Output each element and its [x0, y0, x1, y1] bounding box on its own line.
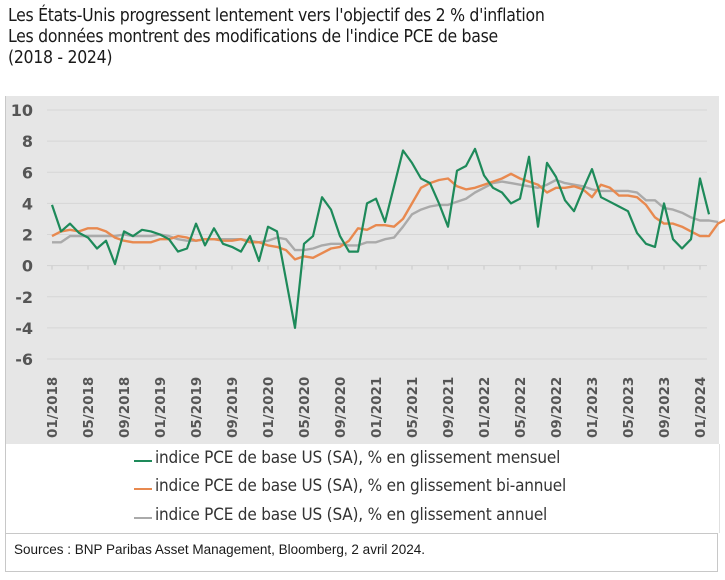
legend-label-annual: indice PCE de base US (SA), % en glissem…	[155, 505, 548, 525]
x-tick-label: 05/2022	[513, 377, 529, 438]
x-tick-label: 01/2022	[477, 377, 493, 438]
legend-swatch-monthly	[134, 460, 152, 462]
title-line-3: (2018 - 2024)	[8, 48, 113, 68]
legend-item-annual: indice PCE de base US (SA), % en glissem…	[134, 505, 547, 525]
x-tick-label: 09/2018	[117, 377, 133, 438]
legend-swatch-annual	[134, 517, 152, 519]
x-tick-label: 09/2021	[441, 377, 457, 438]
y-tick-label: 2	[22, 226, 33, 245]
x-tick-label: 05/2021	[405, 377, 421, 438]
x-tick-label: 01/2018	[45, 377, 61, 438]
y-tick-label: 0	[22, 257, 33, 276]
x-tick-label: 05/2020	[297, 377, 313, 438]
y-tick-label: 6	[22, 163, 33, 182]
x-tick-label: 09/2019	[225, 377, 241, 438]
plot-area-background	[5, 96, 719, 444]
series-line-semiannual	[51, 172, 725, 261]
x-tick-label: 01/2023	[585, 377, 601, 438]
series-lines	[50, 147, 725, 329]
legend-item-monthly: indice PCE de base US (SA), % en glissem…	[134, 448, 560, 468]
y-tick-label: 8	[22, 132, 33, 151]
legend-label-semiannual: indice PCE de base US (SA), % en glissem…	[155, 476, 566, 496]
x-tick-label: 05/2018	[81, 377, 97, 438]
legend-label-monthly: indice PCE de base US (SA), % en glissem…	[155, 448, 561, 468]
series-line-annual	[52, 178, 719, 252]
series-line-monthly	[50, 147, 711, 329]
x-tick-label: 01/2019	[153, 377, 169, 438]
legend-swatch-semiannual	[134, 488, 152, 490]
chart-title: Les États-Unis progressent lentement ver…	[8, 6, 545, 69]
source-note: Sources : BNP Paribas Asset Management, …	[14, 542, 425, 557]
source-box: Sources : BNP Paribas Asset Management, …	[5, 533, 718, 572]
y-tick-label: -2	[15, 288, 33, 307]
title-line-1: Les États-Unis progressent lentement ver…	[8, 6, 545, 26]
x-axis-ticks: 01/2018 05/2018 09/2018 01/2019 05/2019 09/20…	[45, 265, 709, 438]
legend-item-semiannual: indice PCE de base US (SA), % en glissem…	[134, 476, 566, 496]
y-tick-label: -6	[15, 350, 33, 369]
x-tick-label: 01/2021	[369, 377, 385, 438]
x-tick-label: 09/2020	[333, 377, 349, 438]
x-tick-label: 01/2024	[693, 377, 709, 438]
title-line-2: Les données montrent des modifications d…	[8, 27, 498, 47]
x-tick-label: 05/2023	[621, 377, 637, 438]
x-tick-label: 01/2020	[261, 377, 277, 438]
legend: indice PCE de base US (SA), % en glissem…	[5, 444, 720, 533]
y-tick-label: 4	[22, 194, 33, 213]
x-tick-label: 09/2022	[549, 377, 565, 438]
y-tick-label: 10	[11, 101, 33, 120]
y-axis-ticks: 10 8 6 4 2 0 -2 -4 -6	[11, 101, 33, 369]
x-tick-label: 05/2019	[189, 377, 205, 438]
y-tick-label: -4	[15, 319, 33, 338]
x-tick-label: 09/2023	[657, 377, 673, 438]
gridlines	[47, 109, 707, 360]
